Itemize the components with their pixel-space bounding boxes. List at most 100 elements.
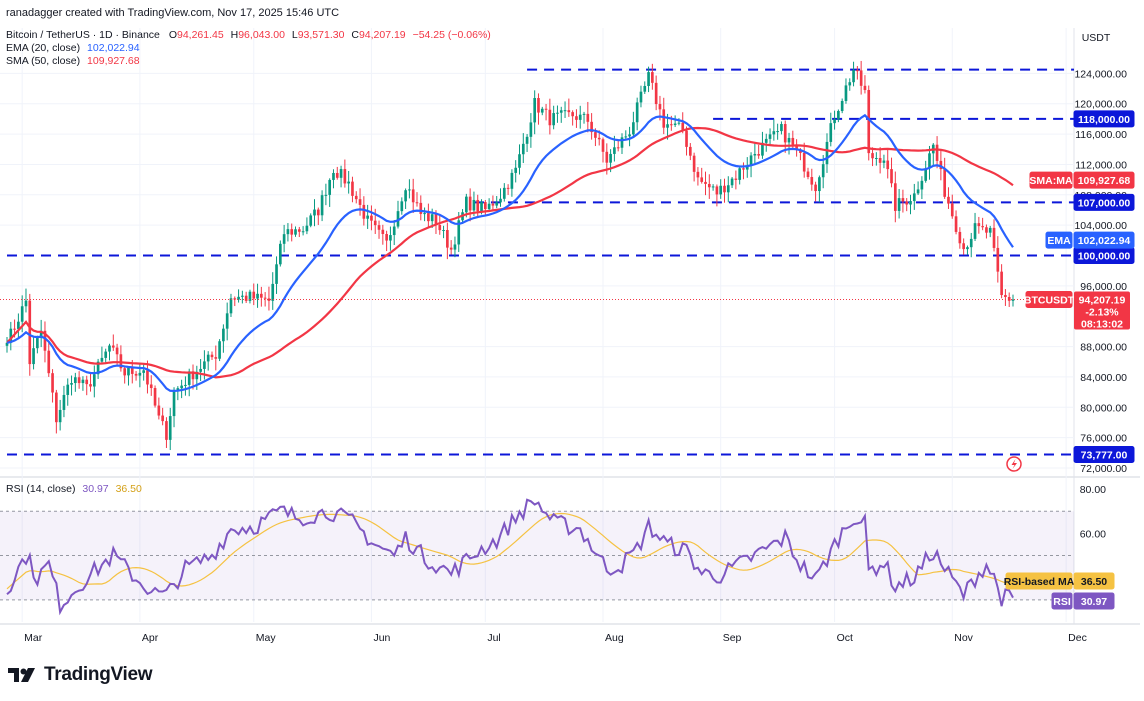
candle-body[interactable] bbox=[373, 220, 377, 226]
price-tick-label[interactable]: 104,000.00 bbox=[1074, 220, 1127, 232]
month-tick-label[interactable]: Nov bbox=[954, 632, 973, 644]
candle-body[interactable] bbox=[719, 185, 723, 195]
candle-body[interactable] bbox=[241, 295, 244, 297]
price-tick-label[interactable]: 72,000.00 bbox=[1080, 463, 1127, 475]
candle-body[interactable] bbox=[210, 354, 214, 358]
candle-body[interactable] bbox=[256, 293, 259, 299]
candle-body[interactable] bbox=[43, 330, 47, 351]
alert-icon[interactable] bbox=[1006, 456, 1022, 472]
candle-body[interactable] bbox=[180, 385, 183, 389]
rsi-tick-label[interactable]: 80.00 bbox=[1080, 484, 1106, 496]
moving-averages[interactable] bbox=[0, 113, 1074, 393]
candle-body[interactable] bbox=[768, 134, 772, 139]
candle-body[interactable] bbox=[385, 234, 388, 241]
candle-body[interactable] bbox=[362, 204, 366, 219]
candle-body[interactable] bbox=[157, 405, 161, 416]
candle-body[interactable] bbox=[734, 178, 738, 180]
candle-body[interactable] bbox=[749, 155, 753, 166]
candle-body[interactable] bbox=[423, 213, 426, 215]
candle-body[interactable] bbox=[548, 109, 552, 126]
candle-body[interactable] bbox=[184, 384, 187, 386]
candle-body[interactable] bbox=[696, 171, 700, 178]
candle-body[interactable] bbox=[658, 104, 662, 110]
candle-body[interactable] bbox=[594, 132, 597, 138]
candle-body[interactable] bbox=[453, 244, 457, 250]
candle-body[interactable] bbox=[912, 193, 916, 202]
candle-body[interactable] bbox=[677, 122, 681, 124]
candle-body[interactable] bbox=[199, 368, 202, 372]
candle-body[interactable] bbox=[871, 153, 874, 159]
candle-body[interactable] bbox=[89, 384, 92, 387]
rsi-lines[interactable] bbox=[6, 498, 1014, 616]
candle-body[interactable] bbox=[487, 203, 491, 210]
candle-body[interactable] bbox=[108, 345, 111, 352]
candle-body[interactable] bbox=[905, 201, 909, 205]
candle-body[interactable] bbox=[559, 110, 563, 113]
candle-body[interactable] bbox=[502, 187, 506, 199]
candle-body[interactable] bbox=[286, 229, 290, 235]
candle-body[interactable] bbox=[901, 198, 905, 202]
candle-body[interactable] bbox=[457, 220, 461, 245]
candle-body[interactable] bbox=[5, 342, 9, 346]
time-axis[interactable]: Mar Apr May Jun Jul Aug Sep Oct Nov Dec bbox=[24, 632, 1087, 644]
candle-body[interactable] bbox=[525, 136, 529, 144]
candle-body[interactable] bbox=[875, 158, 878, 160]
candle-body[interactable] bbox=[685, 130, 688, 147]
price-tick-label[interactable]: 120,000.00 bbox=[1074, 99, 1127, 111]
candle-body[interactable] bbox=[799, 149, 802, 153]
candle-body[interactable] bbox=[988, 227, 992, 233]
candle-body[interactable] bbox=[780, 124, 783, 132]
candle-body[interactable] bbox=[791, 137, 795, 146]
candle-body[interactable] bbox=[537, 98, 540, 113]
price-tick-label[interactable]: 124,000.00 bbox=[1074, 68, 1127, 80]
candle-body[interactable] bbox=[582, 113, 586, 115]
candle-body[interactable] bbox=[726, 185, 730, 193]
tradingview-logo[interactable]: TradingView bbox=[8, 664, 153, 686]
candle-body[interactable] bbox=[115, 347, 119, 355]
candle-body[interactable] bbox=[434, 214, 438, 225]
candle-body[interactable] bbox=[681, 122, 685, 131]
candle-body[interactable] bbox=[39, 330, 43, 339]
candle-body[interactable] bbox=[316, 209, 320, 216]
candle-body[interactable] bbox=[575, 116, 578, 120]
candle-body[interactable] bbox=[985, 227, 988, 233]
candle-body[interactable] bbox=[738, 168, 742, 180]
month-tick-label[interactable]: May bbox=[256, 632, 277, 644]
candle-body[interactable] bbox=[688, 146, 692, 156]
candle-body[interactable] bbox=[400, 201, 404, 212]
candle-body[interactable] bbox=[320, 195, 324, 216]
candle-body[interactable] bbox=[745, 165, 749, 170]
candle-body[interactable] bbox=[77, 377, 81, 384]
candle-body[interactable] bbox=[571, 112, 574, 117]
candle-body[interactable] bbox=[643, 85, 647, 92]
candle-body[interactable] bbox=[134, 373, 138, 376]
candle-body[interactable] bbox=[518, 154, 521, 168]
candle-body[interactable] bbox=[305, 225, 309, 232]
candle-body[interactable] bbox=[973, 223, 977, 239]
candle-body[interactable] bbox=[104, 351, 108, 358]
price-tick-label[interactable]: 116,000.00 bbox=[1075, 129, 1127, 141]
month-tick-label[interactable]: Jul bbox=[487, 632, 500, 644]
candle-body[interactable] bbox=[521, 143, 525, 155]
candle-body[interactable] bbox=[670, 124, 673, 126]
candle-body[interactable] bbox=[810, 177, 814, 185]
candle-body[interactable] bbox=[468, 196, 472, 211]
main-pane[interactable] bbox=[0, 28, 1074, 474]
candle-body[interactable] bbox=[1004, 295, 1007, 298]
candle-body[interactable] bbox=[757, 154, 760, 156]
candle-body[interactable] bbox=[692, 155, 696, 172]
candle-body[interactable] bbox=[427, 213, 430, 222]
candle-body[interactable] bbox=[153, 388, 157, 406]
candle-body[interactable] bbox=[977, 223, 981, 227]
candle-body[interactable] bbox=[495, 202, 499, 206]
candle-body[interactable] bbox=[430, 214, 434, 222]
candle-body[interactable] bbox=[17, 321, 20, 329]
candle-body[interactable] bbox=[540, 108, 544, 113]
candle-body[interactable] bbox=[818, 177, 821, 192]
candle-body[interactable] bbox=[411, 189, 415, 203]
candle-body[interactable] bbox=[165, 421, 168, 440]
candle-body[interactable] bbox=[601, 139, 605, 152]
month-tick-label[interactable]: Oct bbox=[837, 632, 853, 644]
candle-body[interactable] bbox=[605, 151, 609, 163]
candle-body[interactable] bbox=[415, 202, 419, 204]
